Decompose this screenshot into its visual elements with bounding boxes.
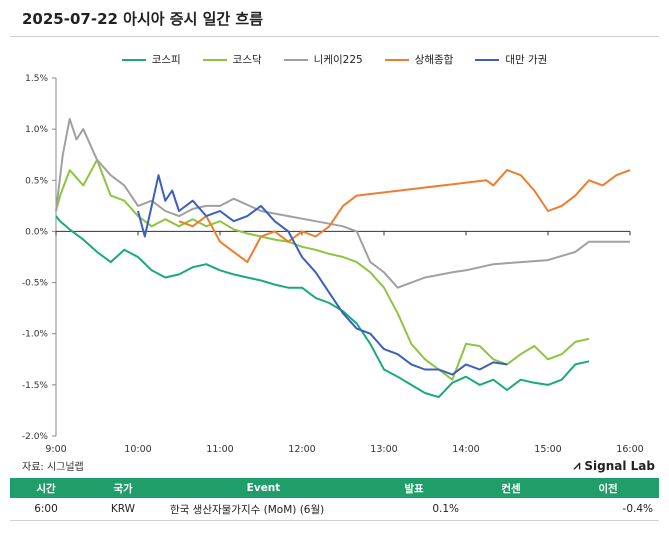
x-tick-label: 14:00: [452, 444, 479, 455]
chart-title: 2025-07-22 아시아 증시 일간 흐름: [22, 10, 264, 28]
y-tick-label: -1.0%: [22, 330, 49, 340]
x-tick-label: 15:00: [534, 444, 561, 455]
legend-swatch: [283, 58, 308, 61]
col-country: 국가: [82, 478, 164, 498]
brand-logo: ⩘ Signal Lab: [574, 458, 655, 473]
cell-event: 한국 생산자물가지수 (MoM) (6월): [164, 498, 363, 521]
legend-item: 니케이225: [283, 52, 363, 67]
y-tick-label: 0.5%: [25, 176, 48, 186]
cell-previous: -0.4%: [557, 498, 659, 521]
title-divider: [10, 36, 659, 37]
x-tick-label: 16:00: [616, 444, 643, 455]
series-line-5: [137, 174, 508, 376]
table-row: 6:00 KRW 한국 생산자물가지수 (MoM) (6월) 0.1% -0.4…: [10, 498, 659, 521]
x-tick-label: 13:00: [370, 444, 397, 455]
legend-item: 대만 가권: [475, 52, 547, 67]
legend-swatch: [202, 58, 227, 61]
x-tick-label: 9:00: [45, 444, 66, 455]
source-note: 자료: 시그널랩: [22, 462, 84, 473]
cell-consensus: [465, 498, 557, 521]
y-tick-label: 1.0%: [25, 125, 48, 135]
series-line-3: [55, 117, 630, 289]
table-header-row: 시간 국가 Event 발표 컨센 이전: [10, 478, 659, 498]
y-tick-label: -0.5%: [22, 279, 49, 289]
legend-item: 코스닥: [202, 52, 262, 67]
legend-label: 니케이225: [313, 54, 363, 66]
legend-item: 상해종합: [384, 52, 454, 67]
y-tick-label: 1.5%: [25, 74, 48, 84]
cell-time: 6:00: [10, 498, 82, 521]
legend-item: 코스피: [121, 52, 181, 67]
x-tick-label: 10:00: [124, 444, 151, 455]
cell-country: KRW: [82, 498, 164, 521]
legend-swatch: [121, 58, 146, 61]
legend-swatch: [384, 58, 409, 61]
signal-chart-icon: ⩘: [573, 458, 581, 472]
col-time: 시간: [10, 478, 82, 498]
col-consensus: 컨센: [465, 478, 557, 498]
x-tick-label: 12:00: [288, 444, 315, 455]
cell-actual: 0.1%: [363, 498, 465, 521]
legend-label: 상해종합: [414, 54, 454, 66]
y-tick-label: 0.0%: [25, 227, 48, 237]
col-event: Event: [164, 478, 363, 498]
economic-calendar-table: 시간 국가 Event 발표 컨센 이전 6:00 KRW 한국 생산자물가지수…: [10, 478, 659, 521]
y-tick-label: -1.5%: [22, 381, 49, 391]
y-tick-label: -2.0%: [22, 432, 49, 442]
col-previous: 이전: [557, 478, 659, 498]
legend-label: 대만 가권: [505, 54, 548, 66]
legend-swatch: [475, 58, 500, 61]
series-line-4: [178, 169, 631, 264]
legend-label: 코스닥: [232, 54, 262, 66]
chart-legend: 코스피 코스닥 니케이225 상해종합 대만 가권: [0, 52, 669, 67]
legend-label: 코스피: [151, 54, 181, 66]
series-line-2: [55, 158, 590, 381]
x-tick-label: 11:00: [206, 444, 233, 455]
col-actual: 발표: [363, 478, 465, 498]
brand-name: Signal Lab: [584, 458, 655, 473]
series-line-1: [55, 215, 590, 399]
